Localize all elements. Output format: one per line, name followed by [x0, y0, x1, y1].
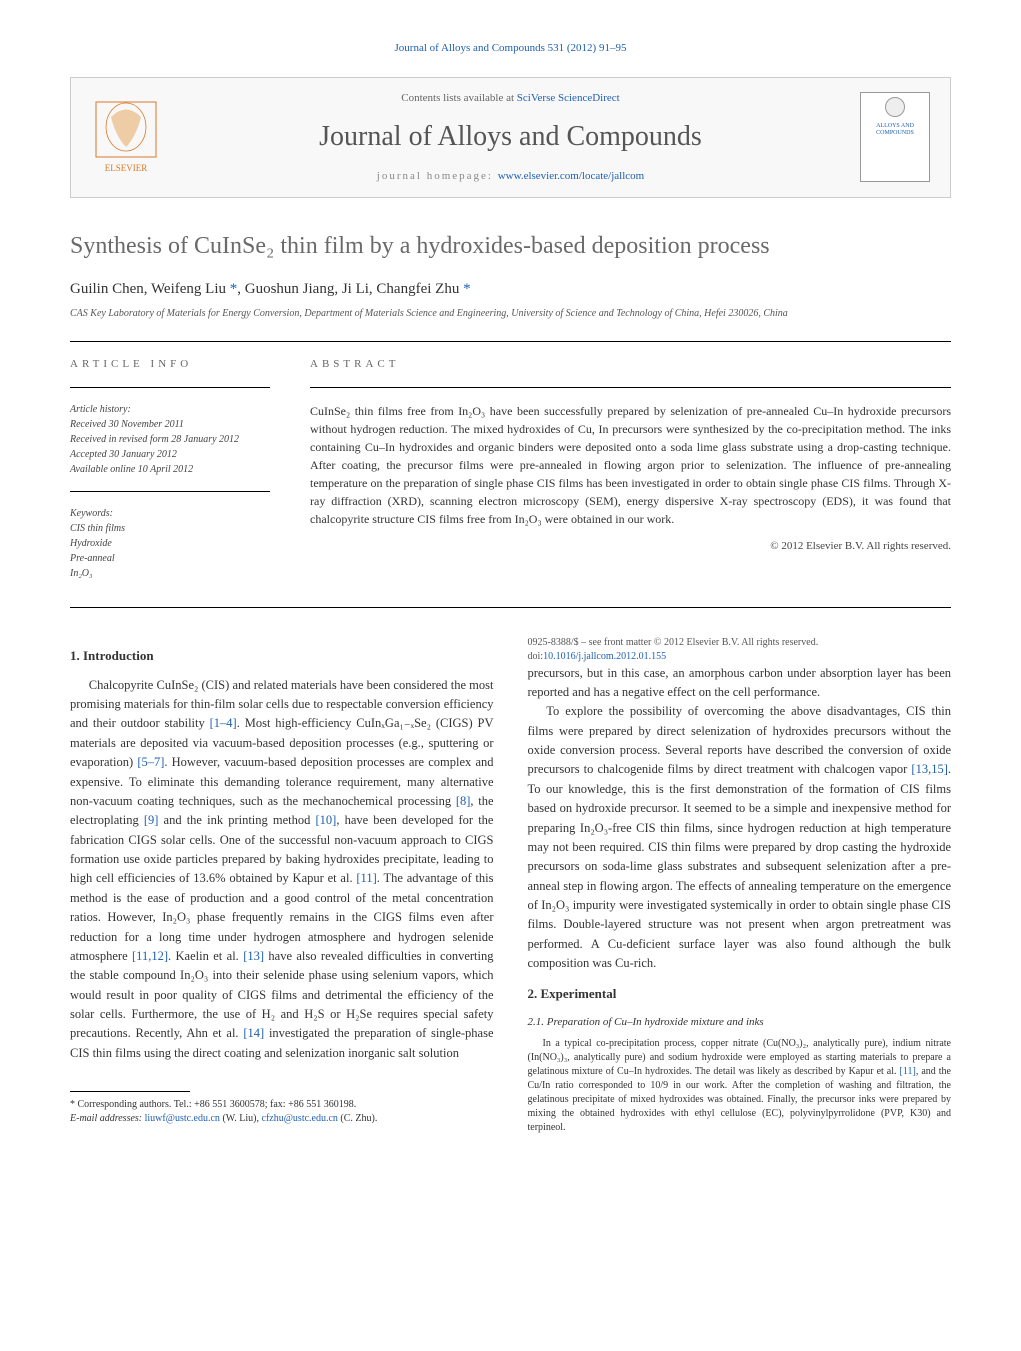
corresponding-footnote: * Corresponding authors. Tel.: +86 551 3…	[70, 1098, 494, 1126]
footnote-rule	[70, 1091, 190, 1092]
sciencedirect-link[interactable]: SciVerse ScienceDirect	[517, 92, 620, 104]
doi-block: 0925-8388/$ – see front matter © 2012 El…	[528, 636, 952, 664]
intro-heading: 1. Introduction	[70, 646, 494, 666]
ref-link-9[interactable]: [9]	[144, 813, 159, 827]
email-label: E-mail addresses:	[70, 1113, 145, 1124]
online-date: Available online 10 April 2012	[70, 464, 193, 475]
intro-p1-h: . Kaelin et al.	[168, 949, 243, 963]
ref-link-11-12[interactable]: [11,12]	[132, 949, 168, 963]
homepage-link[interactable]: www.elsevier.com/locate/jallcom	[498, 170, 645, 182]
abstract-copyright: © 2012 Elsevier B.V. All rights reserved…	[310, 538, 951, 555]
header-center: Contents lists available at SciVerse Sci…	[181, 90, 840, 185]
journal-header: ELSEVIER Contents lists available at Sci…	[70, 77, 951, 198]
abstract-rule	[310, 387, 951, 388]
keywords-label: Keywords:	[70, 508, 113, 519]
abstract-text: CuInSe₂ thin films free from In₂O₃ have …	[310, 402, 951, 528]
revised-date: Received in revised form 28 January 2012	[70, 434, 239, 445]
keyword-1: CIS thin films	[70, 523, 125, 534]
article-history: Article history: Received 30 November 20…	[70, 402, 270, 581]
svg-text:ELSEVIER: ELSEVIER	[105, 163, 148, 173]
info-abstract-row: ARTICLE INFO Article history: Received 3…	[70, 356, 951, 591]
exp-p1-a: In a typical co-precipitation process, c…	[528, 1038, 952, 1077]
abstract-column: ABSTRACT CuInSe₂ thin films free from In…	[310, 356, 951, 591]
keyword-2: Hydroxide	[70, 538, 112, 549]
journal-name: Journal of Alloys and Compounds	[181, 116, 840, 158]
ref-link-5-7[interactable]: [5–7]	[137, 755, 164, 769]
front-matter: 0925-8388/$ – see front matter © 2012 El…	[528, 636, 952, 650]
email-link-1[interactable]: liuwf@ustc.edu.cn	[145, 1113, 220, 1124]
received-date: Received 30 November 2011	[70, 419, 184, 430]
email-link-2[interactable]: cfzhu@ustc.edu.cn	[262, 1113, 338, 1124]
journal-cover-thumbnail: ALLOYS AND COMPOUNDS	[860, 92, 930, 182]
author-list: Guilin Chen, Weifeng Liu *, Guoshun Jian…	[70, 281, 471, 297]
accepted-date: Accepted 30 January 2012	[70, 449, 177, 460]
article-info-column: ARTICLE INFO Article history: Received 3…	[70, 356, 270, 591]
journal-reference: Journal of Alloys and Compounds 531 (201…	[70, 40, 951, 57]
body-columns: 1. Introduction Chalcopyrite CuInSe₂ (CI…	[70, 636, 951, 1138]
ref-link-1-4[interactable]: [1–4]	[210, 716, 237, 730]
rule-top	[70, 341, 951, 342]
ref-link-13-15[interactable]: [13,15]	[911, 762, 947, 776]
ref-link-13[interactable]: [13]	[243, 949, 264, 963]
experimental-heading: 2. Experimental	[528, 984, 952, 1004]
doi-prefix: doi:	[528, 651, 544, 662]
info-rule	[70, 387, 270, 388]
ref-link-8[interactable]: [8]	[456, 794, 471, 808]
article-title: Synthesis of CuInSe₂ thin film by a hydr…	[70, 228, 951, 264]
cover-text: ALLOYS AND COMPOUNDS	[865, 123, 925, 137]
corr-mark-1[interactable]: *	[230, 281, 238, 297]
authors: Guilin Chen, Weifeng Liu *, Guoshun Jian…	[70, 278, 951, 301]
ref-link-11[interactable]: [11]	[356, 871, 376, 885]
intro-paragraph-2: precursors, but in this case, an amorpho…	[528, 664, 952, 703]
email-line: E-mail addresses: liuwf@ustc.edu.cn (W. …	[70, 1112, 494, 1126]
ref-link-10[interactable]: [10]	[316, 813, 337, 827]
elsevier-logo: ELSEVIER	[91, 97, 161, 177]
article-info-label: ARTICLE INFO	[70, 356, 270, 373]
keyword-4: In₂O₃	[70, 568, 93, 579]
email1-name: (W. Liu),	[220, 1113, 262, 1124]
abstract-label: ABSTRACT	[310, 356, 951, 373]
intro-paragraph-3: To explore the possibility of overcoming…	[528, 702, 952, 973]
cover-icon	[885, 97, 905, 117]
experimental-sub-1: 2.1. Preparation of Cu–In hydroxide mixt…	[528, 1014, 952, 1031]
keywords-rule	[70, 491, 270, 492]
rule-bottom	[70, 607, 951, 608]
homepage-prefix: journal homepage:	[377, 170, 498, 182]
intro-p3-b: . To our knowledge, this is the first de…	[528, 762, 952, 970]
doi-link[interactable]: 10.1016/j.jallcom.2012.01.155	[543, 651, 666, 662]
keyword-3: Pre-anneal	[70, 553, 115, 564]
journal-ref-link[interactable]: Journal of Alloys and Compounds 531 (201…	[395, 42, 627, 54]
history-label: Article history:	[70, 404, 131, 415]
ref-link-11b[interactable]: [11]	[900, 1066, 916, 1077]
contents-available: Contents lists available at SciVerse Sci…	[181, 90, 840, 107]
intro-p1-e: and the ink printing method	[158, 813, 315, 827]
intro-p3-a: To explore the possibility of overcoming…	[528, 704, 952, 776]
email2-name: (C. Zhu).	[338, 1113, 377, 1124]
homepage-line: journal homepage: www.elsevier.com/locat…	[181, 168, 840, 185]
intro-paragraph-1: Chalcopyrite CuInSe₂ (CIS) and related m…	[70, 676, 494, 1064]
corr-mark-2[interactable]: *	[463, 281, 471, 297]
experimental-paragraph-1: In a typical co-precipitation process, c…	[528, 1037, 952, 1135]
ref-link-14[interactable]: [14]	[243, 1026, 264, 1040]
affiliation: CAS Key Laboratory of Materials for Ener…	[70, 306, 951, 321]
contents-prefix: Contents lists available at	[401, 92, 516, 104]
corr-line: * Corresponding authors. Tel.: +86 551 3…	[70, 1098, 494, 1112]
